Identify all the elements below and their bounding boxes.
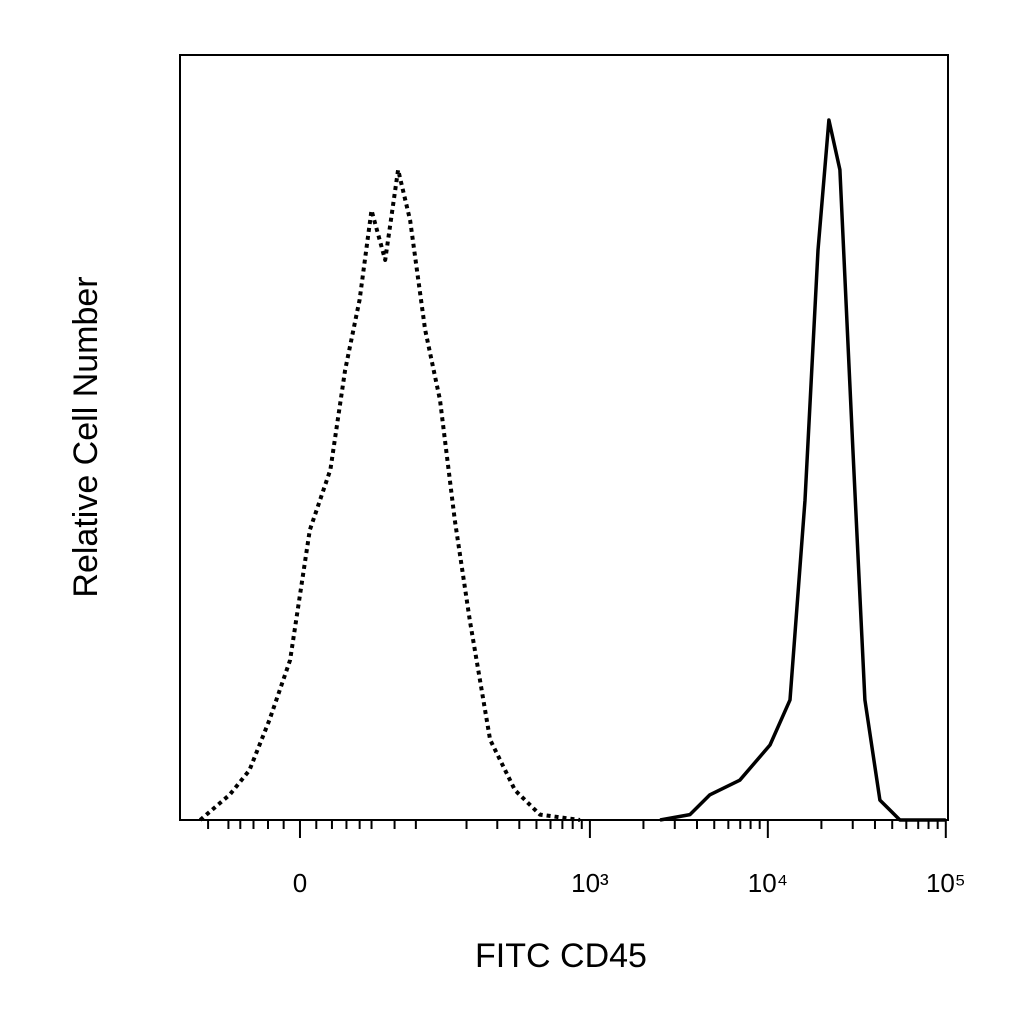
histogram-line [659,118,946,822]
x-tick-label: 0 [293,868,307,898]
y-axis-label: Relative Cell Number [67,276,105,597]
plot-frame [179,54,949,821]
x-axis-label: FITC CD45 [475,937,647,975]
x-tick-label: 10⁵ [926,868,966,898]
histogram-line [198,167,581,822]
x-tick-label: 10⁴ [748,868,788,898]
x-tick-label: 10³ [571,868,609,898]
